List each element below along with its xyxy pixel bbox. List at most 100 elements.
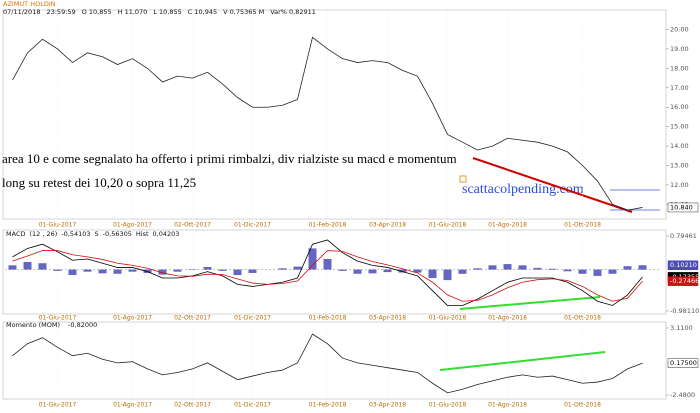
histogram-bar (638, 265, 647, 270)
header-field: 07/11/2018 (3, 8, 40, 16)
y-tick-label: -0.98110 (670, 307, 699, 315)
header-field: MACD (6, 230, 25, 238)
header-field: (12 , 26) (29, 230, 57, 238)
value-box-label: -0.27466 (670, 277, 699, 285)
y-tick-label: -2.4800 (670, 391, 695, 399)
header-field: S (95, 230, 99, 238)
x-tick-label: 03-Apr-2018 (369, 315, 406, 322)
price-panel-frame (2, 9, 667, 220)
signal-line (12, 250, 643, 302)
divergence-line (459, 296, 601, 310)
y-tick-label: 13.00 (670, 162, 689, 170)
y-tick-label: 12.00 (670, 181, 689, 189)
x-tick-label: 01-Feb-2018 (309, 402, 347, 409)
x-tick-label: 01-Ott-2018 (564, 402, 601, 409)
header-field: Var% 0,82911 (270, 8, 316, 16)
histogram-bar (503, 264, 512, 270)
x-tick-label: 01-Ott-2018 (564, 315, 601, 322)
value-box (667, 260, 699, 270)
x-tick-label: 01-Dic-2017 (234, 315, 271, 322)
y-tick-label: 14.00 (670, 142, 689, 150)
histogram-bar (383, 269, 392, 273)
momentum-header: Momento (MOM) -0,82000 (6, 321, 97, 329)
histogram-bar (593, 269, 602, 276)
x-tick-label: 01-Ago-2018 (488, 222, 527, 229)
x-tick-label: 01-Ago-2018 (488, 315, 527, 322)
x-tick-label: 01-Giu-2017 (39, 402, 77, 409)
histogram-bar (488, 265, 497, 270)
x-tick-label: 01-Dic-2017 (234, 402, 271, 409)
histogram-bar (143, 269, 152, 273)
histogram-bar (323, 259, 332, 270)
momentum-panel-frame (2, 321, 667, 400)
header-field: V 0,75365 M (223, 8, 264, 16)
histogram-bar (23, 261, 32, 270)
histogram-bar (53, 269, 62, 271)
header-field: O 10,855 (82, 8, 112, 16)
annotation-text: area 10 e come segnalato ha offerto i pr… (2, 151, 457, 166)
histogram-bar (578, 269, 587, 274)
x-tick-label: 01-Giu-2018 (429, 315, 467, 322)
x-tick-label: 02-Ott-2017 (174, 402, 211, 409)
x-tick-label: 03-Apr-2018 (369, 402, 406, 409)
macd-line (12, 239, 643, 306)
x-tick-label: 01-Ott-2018 (564, 222, 601, 229)
value-box (667, 358, 699, 368)
y-tick-label: 15.00 (670, 123, 689, 131)
x-tick-label: 01-Giu-2017 (39, 315, 77, 322)
x-tick-label: 02-Ott-2017 (174, 222, 211, 229)
histogram-bar (473, 268, 482, 270)
value-box (667, 202, 699, 213)
y-tick-label: 0.79461 (670, 232, 697, 240)
site-icon (459, 175, 467, 183)
header-field: 23:59:59 (46, 8, 75, 16)
value-box-label: 0.17500 (670, 359, 697, 367)
x-tick-label: 01-Feb-2018 (309, 315, 347, 322)
macd-header: MACD (12 , 26) -0,54103 S -0,56305 Hist 0,0420… (6, 230, 179, 238)
histogram-bar (8, 265, 17, 270)
x-tick-label: 01-Feb-2018 (309, 222, 347, 229)
histogram-bar (233, 269, 242, 276)
price-line (12, 36, 643, 211)
histogram-bar (353, 269, 362, 274)
histogram-bar (398, 269, 407, 273)
histogram-bar (293, 266, 302, 270)
x-tick-label: 01-Ago-2017 (113, 315, 152, 322)
y-tick-label: 3.1100 (670, 324, 693, 332)
header-title: AZIMUT HOLDIN (3, 0, 56, 8)
histogram-bar (248, 269, 257, 273)
y-tick-label: 19.00 (670, 45, 689, 53)
histogram-bar (368, 269, 377, 274)
histogram-bar (533, 267, 542, 270)
header-field: -0,56305 (103, 230, 132, 238)
histogram-bar (158, 269, 167, 275)
header-field: -0,54103 (61, 230, 90, 238)
histogram-bar (128, 269, 137, 272)
histogram-bar (458, 269, 467, 274)
x-tick-label: 01-Giu-2018 (429, 222, 467, 229)
histogram-bar (173, 269, 182, 272)
value-box (667, 276, 699, 286)
histogram-bar (98, 269, 107, 274)
header-field: L 10,855 (153, 8, 181, 16)
price-line (12, 333, 643, 394)
x-tick-label: 02-Ott-2017 (174, 315, 211, 322)
histogram-bar (83, 269, 92, 272)
histogram-bar (38, 263, 47, 270)
header-field: Momento (MOM) (6, 321, 60, 329)
trend-line (472, 157, 633, 213)
histogram-bar (338, 269, 347, 271)
histogram-bar (68, 269, 77, 276)
histogram-bar (413, 269, 422, 273)
x-tick-label: 01-Ago-2018 (488, 402, 527, 409)
histogram-bar (203, 267, 212, 270)
header-field: -0,82000 (68, 321, 97, 329)
macd-panel-frame (2, 229, 667, 315)
histogram-bar (518, 265, 527, 270)
x-tick-label: 01-Giu-2017 (39, 222, 77, 229)
divergence-line (439, 351, 606, 371)
header-field: Hist (136, 230, 149, 238)
histogram-bar (608, 269, 617, 274)
annotation-text: long su retest dei 10,20 o sopra 11,25 (2, 175, 196, 190)
